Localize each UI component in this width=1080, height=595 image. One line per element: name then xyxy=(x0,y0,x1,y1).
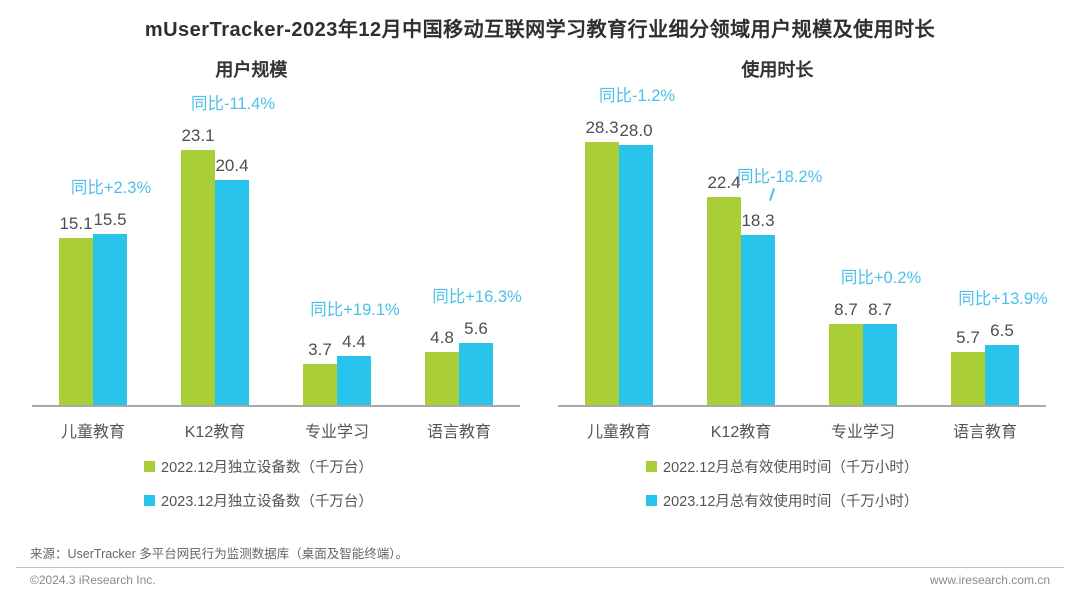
category-label: 儿童教育 xyxy=(60,424,125,441)
value-label: 22.4 xyxy=(707,172,741,192)
value-label: 15.1 xyxy=(59,214,93,234)
bar-2023 xyxy=(337,356,371,405)
chart-title: 用户规模 xyxy=(215,60,288,80)
bar-2022 xyxy=(181,149,215,405)
value-label: 15.5 xyxy=(93,209,127,229)
bar-group: 同比-11.4% 23.1 20.4 xyxy=(154,95,276,405)
chart-usage-time: 使用时长 同比-1.2% 28.3 28.0 同比-18.2% xyxy=(556,52,1048,512)
category-label: 儿童教育 xyxy=(586,424,651,441)
copyright: ©2024.3 iResearch Inc. xyxy=(30,573,156,587)
legend-item-2023: 2023.12月独立设备数（千万台） xyxy=(144,490,373,511)
bar-2022 xyxy=(585,141,619,405)
category-label: 专业学习 xyxy=(830,424,895,441)
legend-swatch-green xyxy=(646,461,657,472)
bar-2023 xyxy=(985,344,1019,405)
value-label: 23.1 xyxy=(181,125,215,145)
bar-2023 xyxy=(619,144,653,405)
value-label: 20.4 xyxy=(215,155,249,175)
plot-area: 同比+2.3% 15.1 15.5 同比-11.4% 23.1 xyxy=(32,95,522,407)
value-label: 4.4 xyxy=(342,332,366,352)
value-label: 18.3 xyxy=(741,210,775,230)
category-label: 语言教育 xyxy=(426,424,491,441)
bar-group: 同比-18.2% 22.4 18.3 xyxy=(680,140,822,405)
yoy-label: 同比-11.4% xyxy=(190,94,276,113)
category-label: 专业学习 xyxy=(304,424,369,441)
bar-group: 同比+0.2% 8.7 8.7 xyxy=(802,140,924,405)
bar-2023 xyxy=(741,234,775,405)
bar-2022 xyxy=(829,324,863,405)
value-label: 28.0 xyxy=(619,120,653,140)
value-label: 3.7 xyxy=(308,340,332,360)
value-label: 8.7 xyxy=(834,300,858,320)
bar-group: 同比+19.1% 3.7 4.4 xyxy=(276,140,400,405)
bar-2023 xyxy=(215,179,249,405)
yoy-label: 同比+0.2% xyxy=(840,269,922,288)
category-label: K12教育 xyxy=(184,424,246,441)
yoy-label: 同比-1.2% xyxy=(598,86,676,105)
legend-swatch-blue xyxy=(646,495,657,506)
value-label: 5.6 xyxy=(464,319,488,339)
yoy-label: 同比+13.9% xyxy=(958,289,1048,308)
bar-2022 xyxy=(951,352,985,405)
legend-item-2022: 2022.12月独立设备数（千万台） xyxy=(144,456,373,477)
yoy-label: 同比+2.3% xyxy=(70,178,152,197)
value-label: 8.7 xyxy=(868,300,892,320)
x-axis-labels: 儿童教育 K12教育 专业学习 语言教育 xyxy=(32,418,520,442)
legend: 2022.12月总有效使用时间（千万小时） 2023.12月总有效使用时间（千万… xyxy=(646,456,918,511)
chart-title: 使用时长 xyxy=(741,60,814,80)
legend-swatch-blue xyxy=(144,495,155,506)
yoy-label: 同比+16.3% xyxy=(432,288,522,307)
bar-group: 同比+13.9% 5.7 6.5 xyxy=(924,140,1048,405)
bar-group: 同比+16.3% 4.8 5.6 xyxy=(398,140,522,405)
yoy-label: 同比-18.2% xyxy=(737,167,823,186)
bar-2022 xyxy=(707,196,741,405)
legend-label: 2022.12月总有效使用时间（千万小时） xyxy=(663,460,919,476)
bar-2023 xyxy=(93,233,127,405)
legend-item-2023: 2023.12月总有效使用时间（千万小时） xyxy=(646,490,918,511)
value-label: 6.5 xyxy=(990,320,1014,340)
legend-label: 2023.12月独立设备数（千万台） xyxy=(161,494,373,510)
bar-2022 xyxy=(303,364,337,405)
legend-label: 2022.12月独立设备数（千万台） xyxy=(161,460,373,476)
yoy-label: 同比+19.1% xyxy=(310,301,400,320)
x-axis-labels: 儿童教育 K12教育 专业学习 语言教育 xyxy=(558,418,1046,442)
value-label: 28.3 xyxy=(585,117,619,137)
category-label: K12教育 xyxy=(710,424,772,441)
page-title: mUserTracker-2023年12月中国移动互联网学习教育行业细分领域用户… xyxy=(144,19,936,41)
bar-2022 xyxy=(425,352,459,405)
footer-divider xyxy=(16,567,1064,568)
bar-2023 xyxy=(863,324,897,405)
bar-2023 xyxy=(459,343,493,405)
legend-label: 2023.12月总有效使用时间（千万小时） xyxy=(663,494,919,510)
legend-item-2022: 2022.12月总有效使用时间（千万小时） xyxy=(646,456,918,477)
bar-2022 xyxy=(59,238,93,405)
value-label: 4.8 xyxy=(430,328,454,347)
value-label: 5.7 xyxy=(956,328,980,347)
bar-group: 同比-1.2% 28.3 28.0 xyxy=(558,87,680,405)
chart-user-scale: 用户规模 同比+2.3% 15.1 15.5 同比-11.4% xyxy=(30,52,522,512)
legend-swatch-green xyxy=(144,461,155,472)
category-label: 语言教育 xyxy=(952,424,1017,441)
website-url: www.iresearch.com.cn xyxy=(929,573,1050,587)
legend: 2022.12月独立设备数（千万台） 2023.12月独立设备数（千万台） xyxy=(144,456,373,511)
bar-group: 同比+2.3% 15.1 15.5 xyxy=(32,140,154,405)
source-note: 来源：UserTracker 多平台网民行为监测数据库（桌面及智能终端）。 xyxy=(30,547,409,561)
plot-area: 同比-1.2% 28.3 28.0 同比-18.2% xyxy=(558,87,1048,407)
